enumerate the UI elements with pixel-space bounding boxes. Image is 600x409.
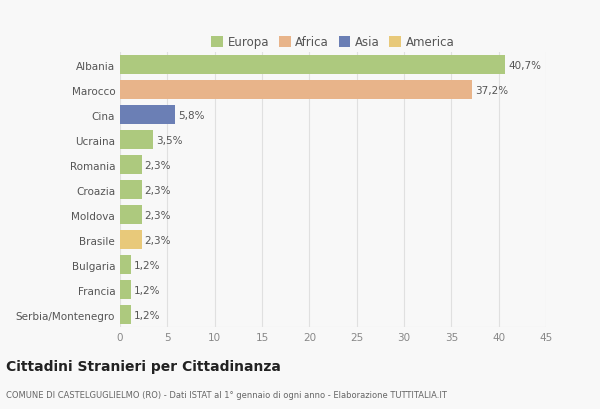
- Text: 2,3%: 2,3%: [145, 235, 171, 245]
- Legend: Europa, Africa, Asia, America: Europa, Africa, Asia, America: [206, 31, 460, 54]
- Text: 3,5%: 3,5%: [156, 135, 182, 145]
- Bar: [120, 106, 175, 125]
- Text: COMUNE DI CASTELGUGLIELMO (RO) - Dati ISTAT al 1° gennaio di ogni anno - Elabora: COMUNE DI CASTELGUGLIELMO (RO) - Dati IS…: [6, 390, 447, 399]
- Bar: [120, 56, 505, 75]
- Bar: [120, 281, 131, 299]
- Text: 1,2%: 1,2%: [134, 285, 161, 295]
- Text: 37,2%: 37,2%: [475, 85, 508, 96]
- Bar: [120, 306, 131, 324]
- Bar: [120, 131, 153, 150]
- Text: 2,3%: 2,3%: [145, 185, 171, 195]
- Text: 5,8%: 5,8%: [178, 110, 204, 120]
- Text: 2,3%: 2,3%: [145, 210, 171, 220]
- Bar: [120, 206, 142, 225]
- Text: 1,2%: 1,2%: [134, 260, 161, 270]
- Bar: [120, 231, 142, 249]
- Text: 1,2%: 1,2%: [134, 310, 161, 320]
- Bar: [120, 156, 142, 175]
- Bar: [120, 181, 142, 200]
- Text: Cittadini Stranieri per Cittadinanza: Cittadini Stranieri per Cittadinanza: [6, 359, 281, 373]
- Bar: [120, 256, 131, 274]
- Text: 2,3%: 2,3%: [145, 160, 171, 170]
- Text: 40,7%: 40,7%: [508, 61, 541, 71]
- Bar: [120, 81, 472, 100]
